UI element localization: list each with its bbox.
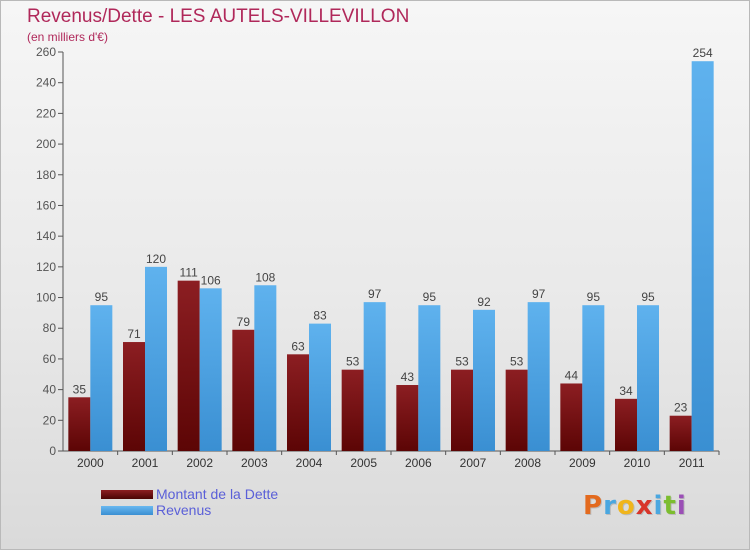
x-tick-label: 2003	[241, 456, 268, 470]
bar-dette	[232, 329, 255, 451]
data-label-dette: 111	[180, 266, 199, 280]
x-tick-label: 2001	[132, 456, 159, 470]
bar-dette	[505, 369, 528, 451]
data-label-revenus: 95	[641, 290, 655, 304]
bar-dette	[560, 383, 583, 451]
data-label-revenus: 92	[477, 295, 491, 309]
bar-dette	[287, 354, 309, 451]
bar-revenus	[309, 323, 331, 451]
x-tick-label: 2002	[186, 456, 213, 470]
y-tick-label: 220	[36, 106, 56, 120]
y-tick-label: 180	[36, 168, 56, 182]
x-tick-label: 2005	[350, 456, 377, 470]
logo-letter: o	[616, 491, 636, 521]
y-tick-label: 80	[43, 321, 57, 335]
bar-dette	[451, 369, 473, 451]
logo-letter: r	[603, 491, 617, 521]
data-label-revenus: 95	[423, 290, 437, 304]
x-tick-label: 2006	[405, 456, 432, 470]
bar-dette	[123, 342, 145, 451]
x-tick-label: 2011	[679, 456, 705, 470]
x-tick-label: 2008	[514, 456, 541, 470]
logo-letter: t	[663, 491, 677, 521]
legend-label-dette: Montant de la Dette	[156, 486, 279, 502]
bar-revenus	[90, 305, 113, 451]
logo-letter: i	[676, 491, 687, 521]
data-label-revenus: 106	[201, 273, 221, 287]
y-tick-label: 40	[43, 383, 57, 397]
x-tick-label: 2010	[624, 456, 651, 470]
bar-revenus	[527, 302, 550, 451]
data-label-revenus: 254	[693, 46, 713, 60]
logo-letter: i	[653, 491, 664, 521]
data-label-dette: 53	[510, 355, 524, 369]
data-label-dette: 43	[401, 370, 415, 384]
x-tick-label: 2004	[296, 456, 323, 470]
y-tick-label: 140	[36, 229, 56, 243]
logo-letter: P	[583, 491, 604, 521]
data-label-revenus: 108	[255, 270, 275, 284]
data-label-dette: 35	[73, 382, 87, 396]
y-tick-label: 60	[43, 352, 57, 366]
bar-revenus	[145, 266, 167, 451]
data-label-revenus: 95	[587, 290, 601, 304]
data-label-dette: 79	[237, 315, 251, 329]
y-tick-label: 200	[36, 137, 56, 151]
bar-revenus	[637, 305, 659, 451]
bar-revenus	[582, 305, 605, 451]
bar-dette	[669, 415, 692, 451]
data-label-revenus: 97	[368, 287, 382, 301]
data-label-revenus: 83	[313, 309, 327, 323]
legend-swatch-dette	[101, 490, 153, 499]
y-tick-label: 20	[43, 413, 57, 427]
y-tick-label: 160	[36, 198, 56, 212]
data-label-revenus: 120	[146, 252, 166, 266]
data-label-revenus: 97	[532, 287, 546, 301]
bar-revenus	[691, 61, 714, 451]
data-label-dette: 53	[455, 355, 469, 369]
y-tick-label: 0	[49, 444, 56, 458]
data-label-dette: 44	[565, 368, 579, 382]
bar-dette	[68, 397, 91, 451]
bar-revenus	[199, 288, 222, 451]
y-tick-label: 240	[36, 76, 56, 90]
bar-dette	[396, 385, 419, 451]
data-label-dette: 34	[619, 384, 633, 398]
data-label-revenus: 95	[95, 290, 109, 304]
chart-title: Revenus/Dette - LES AUTELS-VILLEVILLON	[27, 6, 410, 27]
legend-label-revenus: Revenus	[156, 502, 212, 518]
y-tick-label: 260	[36, 45, 56, 59]
y-tick-label: 120	[36, 260, 56, 274]
x-tick-label: 2000	[77, 456, 104, 470]
bar-dette	[341, 369, 364, 451]
x-tick-label: 2009	[569, 456, 596, 470]
bar-dette	[615, 398, 637, 451]
logo-letter: x	[635, 491, 654, 521]
legend-swatch-revenus	[101, 506, 153, 515]
bar-revenus	[363, 302, 386, 451]
bar-revenus	[473, 309, 495, 451]
data-label-dette: 63	[291, 339, 305, 353]
data-label-dette: 71	[127, 327, 141, 341]
x-tick-label: 2007	[460, 456, 487, 470]
bar-revenus	[418, 305, 441, 451]
data-label-dette: 23	[674, 401, 688, 415]
bar-revenus	[254, 285, 277, 451]
bar-dette	[177, 280, 200, 451]
data-label-dette: 53	[346, 355, 360, 369]
chart-subtitle: (en milliers d'€)	[27, 30, 108, 44]
proxiti-logo: Proxiti	[583, 491, 687, 521]
y-tick-label: 100	[36, 291, 56, 305]
